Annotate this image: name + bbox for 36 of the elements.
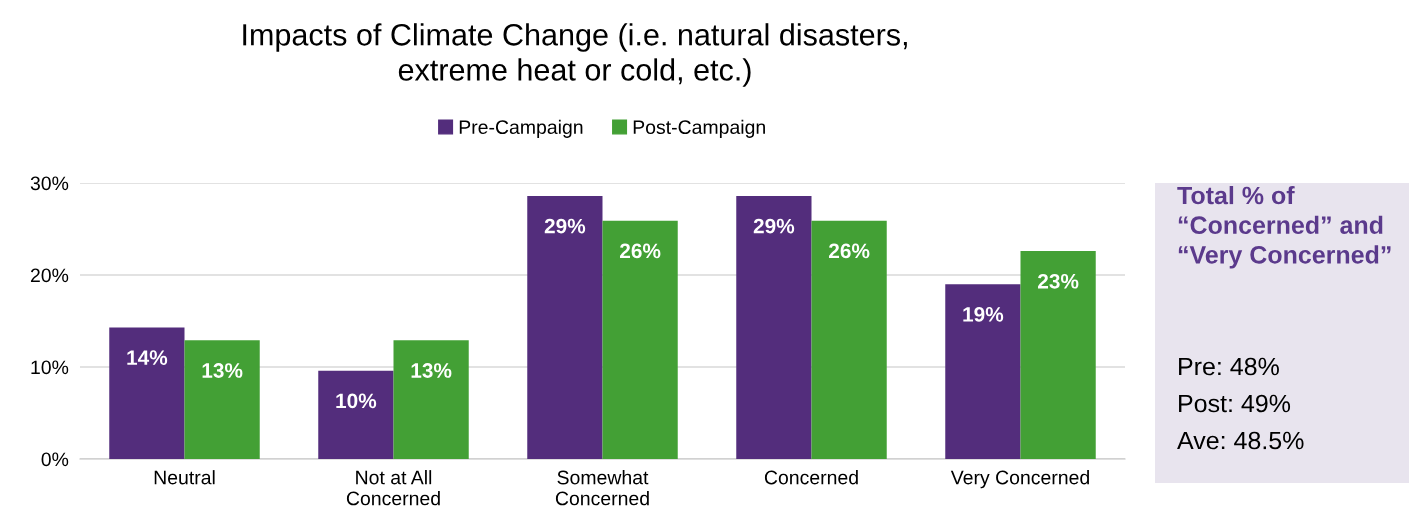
bar [945, 284, 1021, 459]
bar [318, 370, 394, 459]
x-tick-label: Concerned [764, 470, 858, 485]
bar [1020, 251, 1096, 459]
data-label: 26% [619, 243, 661, 259]
x-tick-label: Not at All Concerned [346, 470, 440, 506]
text: Pre: 48% [1179, 357, 1279, 376]
data-label: 10% [336, 393, 377, 409]
chart-title: Impacts of Climate Change (i.e. natural disasters, extreme heat or cold, etc.) [243, 23, 907, 87]
x-tick-label: Somewhat Concerned [555, 470, 649, 506]
bar [109, 327, 185, 459]
data-label: 13% [411, 363, 452, 378]
data-label: 13% [202, 363, 243, 378]
data-label: 19% [963, 307, 1004, 322]
legend-label: Post-Campaign [633, 119, 765, 138]
text: Total % of “Concerned” and “Very Concerned” [1177, 186, 1391, 269]
data-label: 29% [544, 218, 586, 234]
y-tick-label: 10% [31, 360, 69, 375]
bar [184, 340, 260, 459]
data-label: 23% [1037, 273, 1079, 289]
y-tick-label: 0% [41, 452, 69, 467]
x-tick-label: Neutral [154, 470, 215, 485]
data-label: 14% [127, 350, 168, 365]
x-tick-label: Very Concerned [950, 470, 1089, 489]
data-label: 29% [753, 218, 795, 234]
bar [393, 340, 469, 459]
data-label: 26% [828, 243, 870, 259]
bar [736, 195, 812, 459]
bar [811, 220, 887, 459]
bar [527, 195, 603, 459]
y-tick-label: 30% [30, 176, 69, 191]
legend-label: Pre-Campaign [459, 119, 583, 138]
bar [602, 220, 678, 459]
y-tick-label: 20% [30, 268, 69, 283]
text: Ave: 48.5% [1177, 431, 1304, 450]
text: Post: 49% [1179, 394, 1291, 413]
